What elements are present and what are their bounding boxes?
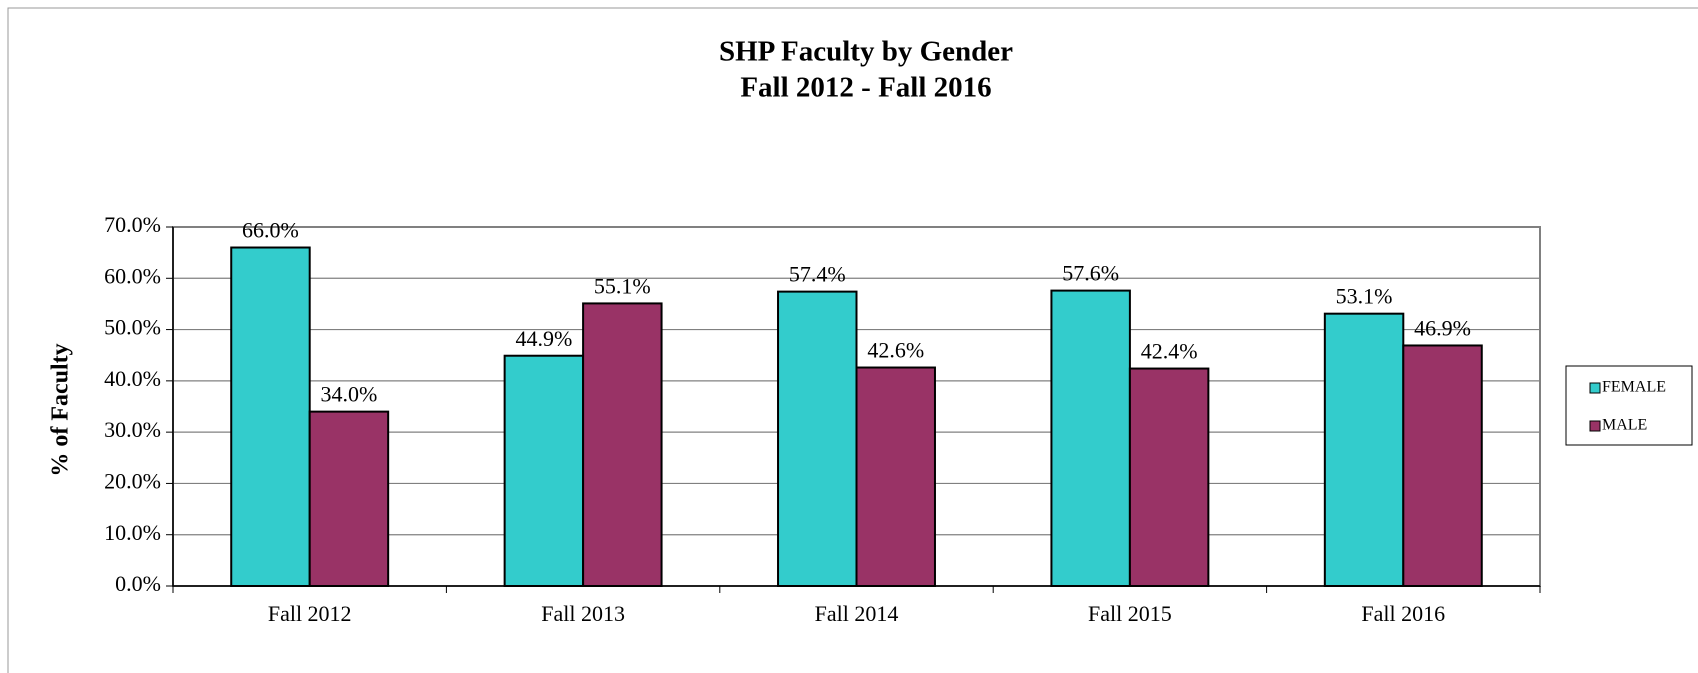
- x-tick-label: Fall 2012: [268, 601, 352, 626]
- bar: [1323, 312, 1405, 587]
- x-tick-label: Fall 2015: [1088, 601, 1172, 626]
- chart-title: SHP Faculty by Gender: [719, 36, 1013, 68]
- data-label: 66.0%: [242, 218, 299, 243]
- y-tick-label: 20.0%: [104, 468, 161, 493]
- bar: [230, 246, 311, 587]
- data-label: 34.0%: [321, 382, 378, 407]
- bar: [1402, 344, 1483, 587]
- y-tick-label: 40.0%: [104, 366, 161, 391]
- x-tick-label: Fall 2014: [815, 601, 899, 626]
- y-tick-label: 70.0%: [104, 212, 161, 237]
- bar: [308, 410, 390, 587]
- y-tick-label: 60.0%: [104, 263, 161, 288]
- y-tick-label: 30.0%: [104, 417, 161, 442]
- bar: [582, 302, 663, 587]
- bar: [1050, 289, 1131, 587]
- x-tick-label: Fall 2016: [1361, 601, 1445, 626]
- data-label: 53.1%: [1336, 284, 1393, 309]
- bar: [777, 290, 858, 587]
- legend-swatch: [1589, 382, 1601, 394]
- data-label: 44.9%: [515, 326, 572, 351]
- x-tick-label: Fall 2013: [541, 601, 625, 626]
- data-label: 57.4%: [789, 262, 846, 287]
- y-tick-label: 50.0%: [104, 315, 161, 340]
- y-tick-label: 10.0%: [104, 520, 161, 545]
- y-axis-label: % of Faculty: [48, 343, 74, 476]
- chart-subtitle: Fall 2012 - Fall 2016: [740, 72, 991, 104]
- data-label: 42.6%: [867, 338, 924, 363]
- legend-label: FEMALE: [1602, 379, 1666, 396]
- legend-swatch: [1589, 420, 1601, 432]
- bar: [855, 366, 936, 587]
- data-label: 46.9%: [1414, 316, 1471, 341]
- data-label: 42.4%: [1141, 339, 1198, 364]
- legend-box: [1565, 365, 1693, 446]
- data-label: 57.6%: [1062, 261, 1119, 286]
- legend-label: MALE: [1602, 417, 1647, 434]
- y-tick-label: 0.0%: [115, 571, 161, 596]
- bar: [503, 354, 585, 587]
- data-label: 55.1%: [594, 273, 651, 298]
- bar: [1128, 367, 1210, 588]
